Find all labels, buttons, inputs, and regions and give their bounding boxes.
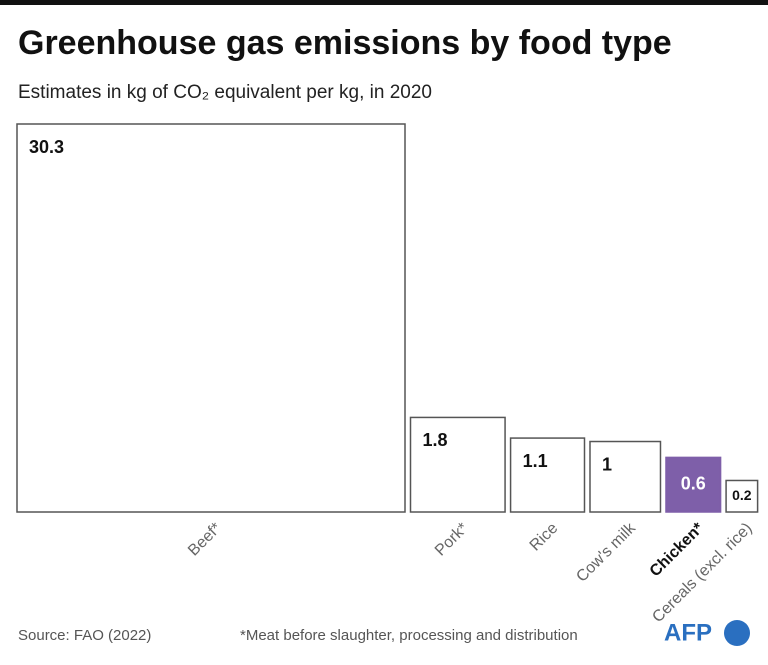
value-label: 0.2 [732, 487, 752, 503]
square [509, 437, 586, 513]
source: Source: FAO (2022) [18, 627, 151, 644]
value-label: 1.8 [423, 430, 448, 450]
square [665, 456, 722, 513]
logo-dot [724, 620, 750, 646]
value-label: 1 [602, 454, 612, 474]
logo: AFP [664, 619, 712, 646]
square [589, 440, 662, 513]
category-label: Pork* [432, 520, 472, 560]
footnote: *Meat before slaughter, processing and d… [240, 627, 578, 644]
square [16, 123, 406, 513]
square [725, 479, 759, 513]
chart-title: Greenhouse gas emissions by food type [18, 24, 672, 62]
category-label: Cow's milk [573, 519, 639, 585]
category-label: Beef* [185, 520, 225, 560]
top-rule [0, 0, 768, 5]
category-label: Rice [527, 520, 562, 555]
square [409, 416, 506, 513]
value-label: 1.1 [523, 451, 548, 471]
value-label: 30.3 [29, 137, 64, 157]
value-label: 0.6 [681, 473, 706, 493]
chart-subtitle: Estimates in kg of CO₂ equivalent per kg… [18, 82, 432, 103]
